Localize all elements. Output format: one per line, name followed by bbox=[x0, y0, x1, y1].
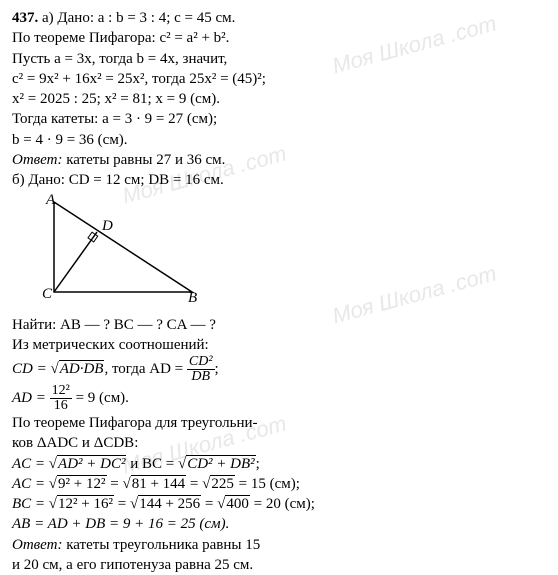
label-c: C bbox=[42, 286, 53, 302]
eq-part: AC = bbox=[12, 476, 49, 492]
text-line: Пусть a = 3x, тогда b = 4x, значит, bbox=[12, 49, 546, 69]
equation-line: AB = AD + DB = 9 + 16 = 25 (см). bbox=[12, 514, 546, 534]
eq-part: , тогда AD = bbox=[104, 361, 186, 377]
sqrt-arg: 81 + 144 bbox=[131, 475, 186, 492]
sqrt: 225 bbox=[202, 474, 235, 494]
sqrt: 81 + 144 bbox=[122, 474, 186, 494]
frac-num: 12² bbox=[50, 384, 72, 399]
answer-text: катеты треугольника равны 15 bbox=[62, 537, 260, 553]
equation-line: AC = 9² + 12² = 81 + 144 = 225 = 15 (см)… bbox=[12, 474, 546, 494]
sqrt-arg: 144 + 256 bbox=[138, 495, 201, 512]
answer-label: Ответ: bbox=[12, 152, 62, 168]
eq-part: AD = bbox=[12, 390, 50, 406]
sqrt: AD² + DC² bbox=[49, 454, 127, 474]
text-line: c² = 9x² + 16x² = 25x², тогда 25x² = (45… bbox=[12, 69, 546, 89]
eq-part: AC = bbox=[12, 456, 49, 472]
label-a: A bbox=[45, 194, 56, 208]
text-line: Тогда катеты: a = 3 · 9 = 27 (см); bbox=[12, 109, 546, 129]
answer-text: катеты равны 27 и 36 см. bbox=[62, 152, 225, 168]
eq-part: = 15 (см); bbox=[235, 476, 300, 492]
eq-part: = bbox=[107, 476, 123, 492]
answer-text: и 20 см, а его гипотенуза равна 25 см. bbox=[12, 555, 546, 575]
text-line: ков ΔADC и ΔCDB: bbox=[12, 433, 546, 453]
eq-part: = bbox=[114, 496, 130, 512]
sqrt: 144 + 256 bbox=[130, 494, 201, 514]
eq-part: и BC = bbox=[130, 456, 178, 472]
fraction: CD² DB bbox=[187, 355, 215, 384]
frac-den: 16 bbox=[50, 399, 72, 413]
equation-line: CD = AD·DB, тогда AD = CD² DB ; bbox=[12, 355, 546, 384]
line-cd bbox=[54, 232, 97, 292]
triangle-figure: A D C B bbox=[12, 194, 546, 310]
sqrt: 9² + 12² bbox=[49, 474, 107, 494]
sqrt-arg: 225 bbox=[210, 475, 235, 492]
eq-part: = bbox=[186, 476, 202, 492]
sqrt-arg: 400 bbox=[225, 495, 250, 512]
text-line: b = 4 · 9 = 36 (см). bbox=[12, 130, 546, 150]
sqrt: 400 bbox=[217, 494, 250, 514]
problem-number: 437. bbox=[12, 10, 38, 26]
label-d: D bbox=[101, 218, 113, 234]
problem-content: 437. а) Дано: a : b = 3 : 4; c = 45 см. … bbox=[12, 8, 546, 575]
frac-den: DB bbox=[187, 370, 215, 384]
equation-line: BC = 12² + 16² = 144 + 256 = 400 = 20 (с… bbox=[12, 494, 546, 514]
equation-line: AC = AD² + DC² и BC = CD² + DB²; bbox=[12, 454, 546, 474]
part-a-given: а) Дано: a : b = 3 : 4; c = 45 см. bbox=[42, 10, 235, 26]
part-b-given: б) Дано: CD = 12 см; DB = 16 см. bbox=[12, 170, 546, 190]
equation-line: AD = 12² 16 = 9 (см). bbox=[12, 384, 546, 413]
eq-part: = 20 (см); bbox=[250, 496, 315, 512]
eq-part: BC = bbox=[12, 496, 49, 512]
label-b: B bbox=[188, 290, 197, 304]
text-line: x² = 2025 : 25; x² = 81; x = 9 (см). bbox=[12, 89, 546, 109]
text-line: По теореме Пифагора для треугольни- bbox=[12, 413, 546, 433]
sqrt-arg: AD² + DC² bbox=[57, 455, 126, 472]
fraction: 12² 16 bbox=[50, 384, 72, 413]
text-line: По теореме Пифагора: c² = a² + b². bbox=[12, 28, 546, 48]
eq-part: CD = bbox=[12, 361, 50, 377]
eq-part: = bbox=[201, 496, 217, 512]
triangle-acb bbox=[54, 202, 192, 292]
sqrt: CD² + DB² bbox=[178, 454, 256, 474]
sqrt-arg: CD² + DB² bbox=[186, 455, 255, 472]
text-line: Из метрических соотношений: bbox=[12, 335, 546, 355]
sqrt-arg: 12² + 16² bbox=[57, 495, 114, 512]
sqrt-arg: AD·DB bbox=[59, 360, 105, 377]
find-line: Найти: AB — ? BC — ? CA — ? bbox=[12, 315, 546, 335]
sqrt-arg: 9² + 12² bbox=[57, 475, 106, 492]
eq-part: = 9 (см). bbox=[72, 390, 129, 406]
sqrt: AD·DB bbox=[50, 359, 104, 379]
sqrt: 12² + 16² bbox=[49, 494, 114, 514]
frac-num: CD² bbox=[187, 355, 215, 370]
answer-label: Ответ: bbox=[12, 537, 62, 553]
